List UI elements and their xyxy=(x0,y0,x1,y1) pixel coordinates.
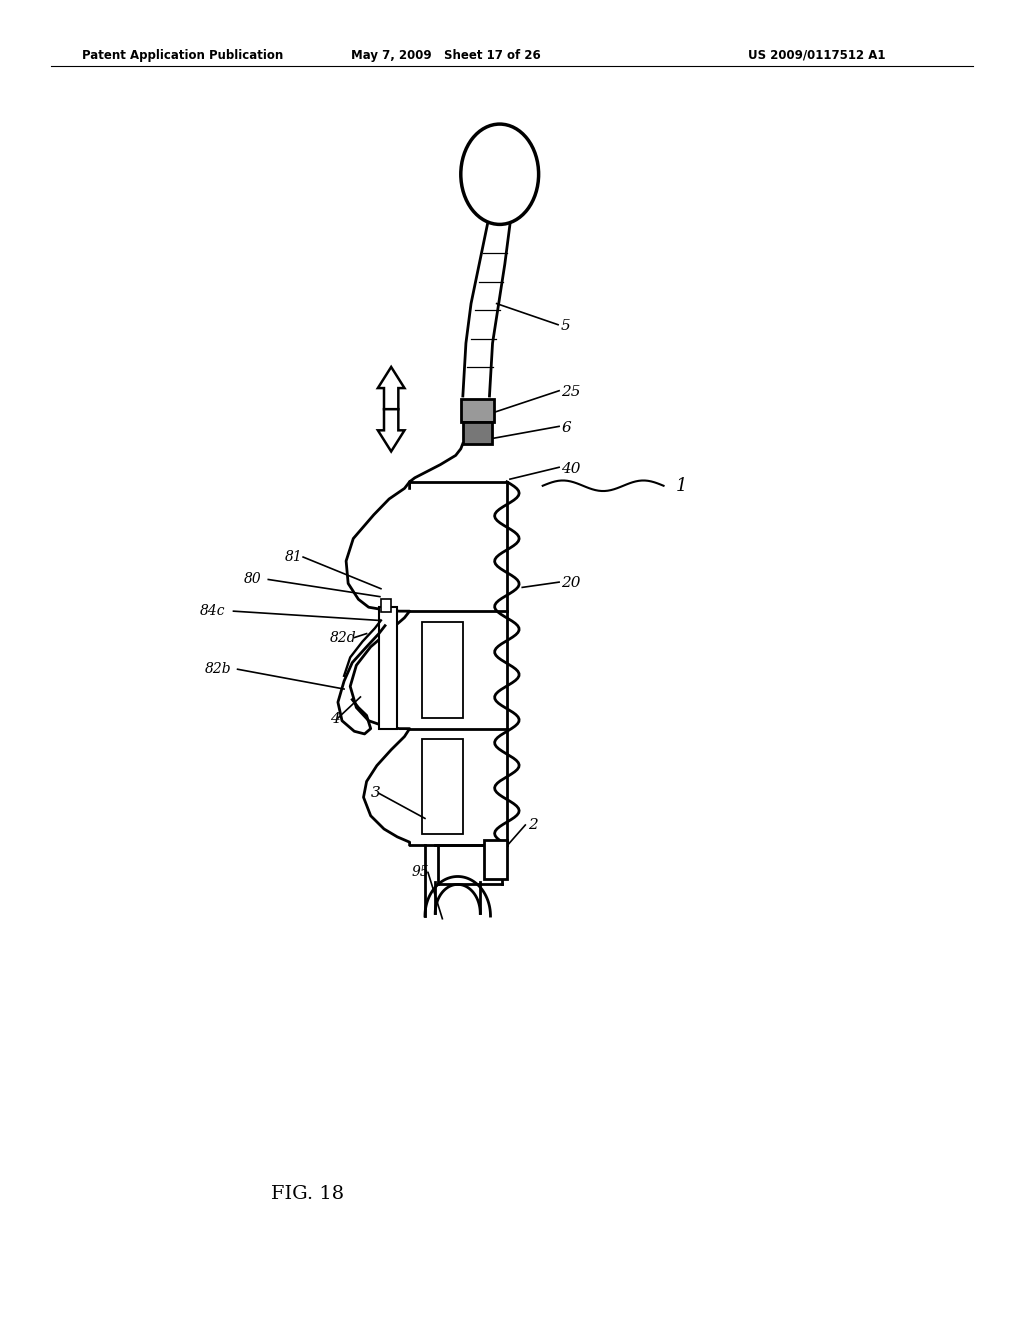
Text: 82d: 82d xyxy=(330,631,356,644)
Text: Patent Application Publication: Patent Application Publication xyxy=(82,49,284,62)
Bar xyxy=(379,607,397,729)
FancyArrow shape xyxy=(378,367,404,409)
Text: 2: 2 xyxy=(528,818,539,832)
Text: 82b: 82b xyxy=(205,663,231,676)
Text: 20: 20 xyxy=(561,577,581,590)
Text: 1: 1 xyxy=(676,477,687,495)
FancyArrow shape xyxy=(378,409,404,451)
Text: 95: 95 xyxy=(412,866,429,879)
Text: 81: 81 xyxy=(285,550,302,564)
Bar xyxy=(461,399,494,422)
Bar xyxy=(422,739,463,834)
Text: 80: 80 xyxy=(244,573,261,586)
Text: 5: 5 xyxy=(561,319,571,333)
Text: 40: 40 xyxy=(561,462,581,475)
Text: May 7, 2009   Sheet 17 of 26: May 7, 2009 Sheet 17 of 26 xyxy=(350,49,541,62)
Text: US 2009/0117512 A1: US 2009/0117512 A1 xyxy=(748,49,885,62)
Text: 25: 25 xyxy=(561,385,581,399)
Text: 3: 3 xyxy=(371,787,381,800)
Text: 84c: 84c xyxy=(200,605,225,618)
Text: FIG. 18: FIG. 18 xyxy=(270,1184,344,1203)
Text: 4: 4 xyxy=(330,713,340,726)
Bar xyxy=(381,599,391,612)
Bar xyxy=(484,840,507,879)
Text: 6: 6 xyxy=(561,421,571,434)
Bar xyxy=(463,422,492,444)
Bar xyxy=(422,622,463,718)
